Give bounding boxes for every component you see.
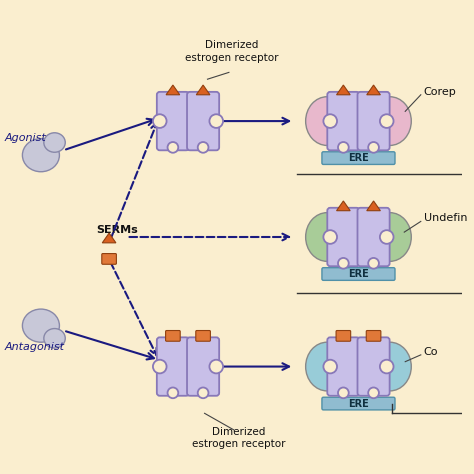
Circle shape	[323, 114, 337, 128]
Ellipse shape	[44, 133, 65, 152]
Polygon shape	[102, 233, 116, 243]
Text: Co: Co	[424, 347, 438, 357]
Ellipse shape	[368, 213, 411, 261]
Polygon shape	[367, 85, 380, 95]
Ellipse shape	[306, 213, 348, 261]
FancyBboxPatch shape	[336, 330, 351, 341]
Circle shape	[350, 360, 364, 374]
FancyBboxPatch shape	[327, 92, 359, 150]
Circle shape	[198, 388, 209, 398]
Circle shape	[179, 360, 193, 374]
Circle shape	[210, 360, 223, 374]
Polygon shape	[367, 201, 380, 211]
Ellipse shape	[368, 342, 411, 391]
Circle shape	[368, 388, 379, 398]
Circle shape	[354, 230, 367, 244]
Polygon shape	[196, 85, 210, 95]
FancyBboxPatch shape	[357, 208, 390, 266]
FancyBboxPatch shape	[327, 337, 359, 396]
Circle shape	[380, 360, 393, 374]
Circle shape	[380, 114, 393, 128]
FancyBboxPatch shape	[102, 254, 117, 264]
FancyBboxPatch shape	[187, 337, 219, 396]
Circle shape	[167, 142, 178, 153]
Circle shape	[183, 360, 197, 374]
Polygon shape	[337, 201, 350, 211]
Circle shape	[338, 258, 349, 269]
Ellipse shape	[306, 97, 348, 146]
Circle shape	[153, 360, 166, 374]
Circle shape	[153, 114, 166, 128]
Text: Agonist: Agonist	[5, 133, 46, 143]
Ellipse shape	[22, 138, 59, 172]
Circle shape	[338, 388, 349, 398]
FancyBboxPatch shape	[322, 397, 395, 410]
Circle shape	[338, 142, 349, 153]
FancyBboxPatch shape	[357, 337, 390, 396]
Text: ERE: ERE	[348, 269, 369, 279]
Ellipse shape	[368, 97, 411, 146]
FancyBboxPatch shape	[196, 330, 210, 341]
Text: ERE: ERE	[348, 399, 369, 409]
Ellipse shape	[44, 328, 65, 348]
FancyBboxPatch shape	[366, 330, 381, 341]
Circle shape	[210, 114, 223, 128]
Circle shape	[368, 142, 379, 153]
Circle shape	[167, 388, 178, 398]
FancyBboxPatch shape	[357, 92, 390, 150]
FancyBboxPatch shape	[322, 268, 395, 280]
FancyBboxPatch shape	[165, 330, 180, 341]
Circle shape	[183, 114, 197, 128]
Circle shape	[380, 230, 393, 244]
Polygon shape	[166, 85, 180, 95]
Circle shape	[198, 142, 209, 153]
Text: Corep: Corep	[424, 87, 456, 97]
FancyBboxPatch shape	[322, 152, 395, 164]
Circle shape	[323, 360, 337, 374]
Text: Undefin: Undefin	[424, 213, 467, 224]
Text: Dimerized
estrogen receptor: Dimerized estrogen receptor	[192, 427, 285, 449]
Circle shape	[323, 230, 337, 244]
FancyBboxPatch shape	[157, 337, 189, 396]
Circle shape	[179, 114, 193, 128]
Text: SERMs: SERMs	[96, 225, 138, 235]
Text: Dimerized
estrogen receptor: Dimerized estrogen receptor	[185, 40, 279, 63]
Circle shape	[350, 230, 364, 244]
Circle shape	[368, 258, 379, 269]
Text: ERE: ERE	[348, 153, 369, 163]
Text: Antagonist: Antagonist	[5, 342, 65, 352]
Ellipse shape	[306, 342, 348, 391]
Ellipse shape	[22, 309, 59, 342]
FancyBboxPatch shape	[327, 208, 359, 266]
Circle shape	[354, 114, 367, 128]
FancyBboxPatch shape	[187, 92, 219, 150]
Circle shape	[354, 360, 367, 374]
Polygon shape	[337, 85, 350, 95]
FancyBboxPatch shape	[157, 92, 189, 150]
Circle shape	[350, 114, 364, 128]
